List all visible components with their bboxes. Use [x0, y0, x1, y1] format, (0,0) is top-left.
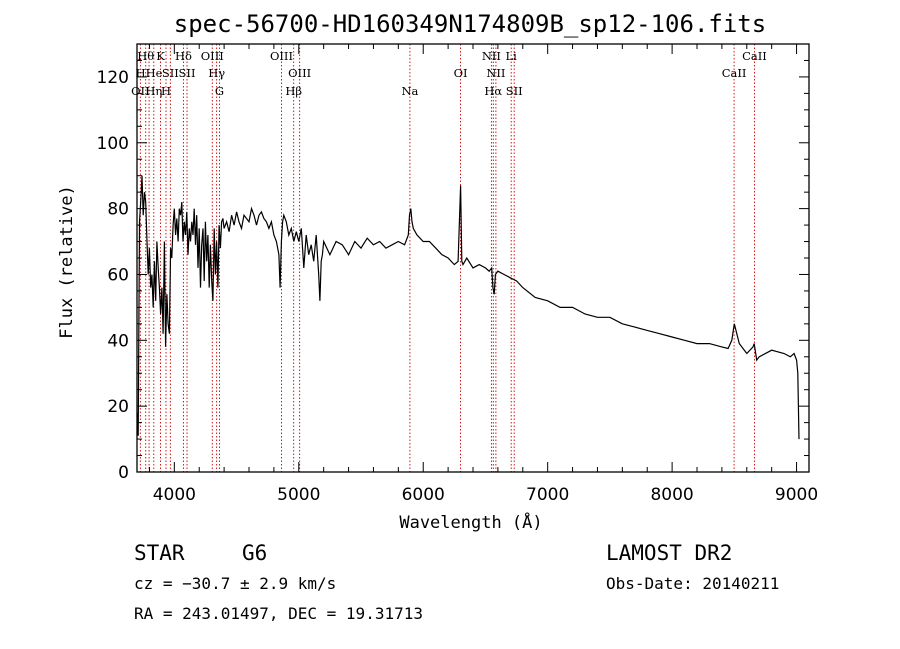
- y-tick-label: 20: [107, 397, 129, 417]
- line-label-17: NII: [482, 49, 501, 63]
- redshift-cz: cz = −30.7 ± 2.9 km/s: [134, 574, 336, 593]
- x-tick-label: 7000: [526, 485, 569, 505]
- y-tick-label: 0: [118, 463, 129, 483]
- y-tick-label: 120: [97, 68, 129, 88]
- line-label-0: Hθ: [137, 49, 154, 63]
- y-tick-label: 100: [97, 134, 129, 154]
- line-label-12: OIII: [270, 49, 293, 63]
- line-label-10: Hγ: [208, 66, 225, 80]
- line-label-19: Hα: [484, 84, 502, 98]
- line-label-14: OIII: [288, 66, 311, 80]
- line-label-11: G: [215, 84, 224, 98]
- line-label-21: SII: [506, 84, 523, 98]
- y-axis-label: Flux (relative): [57, 185, 77, 339]
- line-label-16: OI: [454, 66, 468, 80]
- line-label-15: Na: [401, 84, 418, 98]
- line-label-3: Hη: [145, 84, 162, 98]
- y-axis: 0 20 40 60 80 100 120: [97, 43, 809, 483]
- x-tick-label: 4000: [153, 485, 196, 505]
- x-axis-label: Wavelength (Å): [399, 511, 542, 533]
- x-tick-label: 6000: [402, 485, 445, 505]
- line-label-23: CaII: [742, 49, 767, 63]
- observation-date: Obs-Date: 20140211: [606, 574, 779, 593]
- y-tick-label: 40: [107, 331, 129, 351]
- line-label-5: H: [161, 84, 171, 98]
- object-class: STAR: [134, 541, 185, 565]
- line-label-6: SII: [162, 66, 179, 80]
- line-label-4: K: [156, 49, 165, 63]
- x-tick-label: 9000: [775, 485, 818, 505]
- spectrum-line: [136, 175, 800, 440]
- object-subclass: G6: [242, 541, 267, 565]
- plot-frame: [136, 43, 810, 473]
- y-tick-label: 60: [107, 265, 129, 285]
- x-axis: 4000 5000 6000 7000 8000 9000: [148, 44, 818, 505]
- line-label-18: NII: [486, 66, 505, 80]
- line-label-8: SII: [179, 66, 196, 80]
- x-tick-label: 8000: [650, 485, 693, 505]
- chart-title: spec-56700-HD160349N174809B_sp12-106.fit…: [174, 10, 766, 38]
- line-label-20: Li: [506, 49, 518, 63]
- survey-name: LAMOST DR2: [606, 541, 732, 565]
- line-label-7: Hδ: [175, 49, 192, 63]
- x-tick-label: 5000: [277, 485, 320, 505]
- coordinates: RA = 243.01497, DEC = 19.31713: [134, 604, 423, 623]
- y-tick-label: 80: [107, 200, 129, 220]
- line-label-22: CaII: [722, 66, 747, 80]
- line-label-1: HHe: [136, 66, 163, 80]
- line-label-2: OII: [131, 84, 150, 98]
- line-label-9: OIII: [201, 49, 224, 63]
- line-label-13: Hβ: [285, 84, 302, 98]
